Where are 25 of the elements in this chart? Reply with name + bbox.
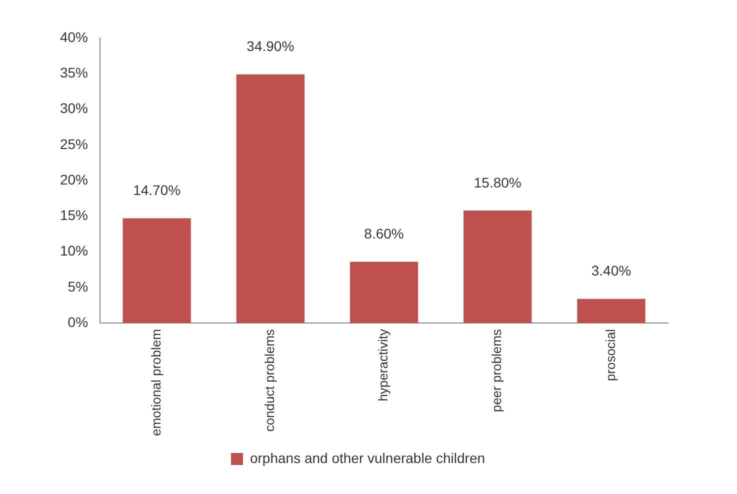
y-tick-label: 15%	[60, 207, 88, 224]
legend-label: orphans and other vulnerable children	[250, 450, 486, 466]
y-tick-label: 25%	[60, 136, 88, 152]
data-label: 8.60%	[364, 226, 404, 242]
bar	[577, 298, 646, 324]
x-tick-label: prosocial	[602, 328, 618, 382]
bar	[464, 210, 532, 324]
data-label: 3.40%	[591, 262, 632, 279]
y-tick-label: 0%	[68, 314, 88, 330]
y-tick-label: 40%	[60, 28, 88, 45]
x-tick-label: peer problems	[489, 328, 504, 412]
x-tick-label: conduct problems	[262, 328, 277, 432]
y-tick-label: 20%	[60, 171, 88, 188]
data-label: 14.70%	[133, 182, 181, 198]
bar	[236, 74, 304, 324]
y-tick-label: 10%	[60, 242, 88, 259]
bar	[350, 262, 418, 324]
y-tick-label: 30%	[60, 100, 88, 116]
x-tick-label: emotional problem	[148, 329, 164, 436]
data-label: 15.80%	[474, 174, 522, 190]
data-label: 34.90%	[246, 38, 294, 54]
x-tick-label: hyperactivity	[376, 328, 391, 402]
y-tick-label: 5%	[68, 278, 88, 294]
bar	[122, 218, 191, 324]
y-tick-label: 35%	[60, 64, 88, 80]
